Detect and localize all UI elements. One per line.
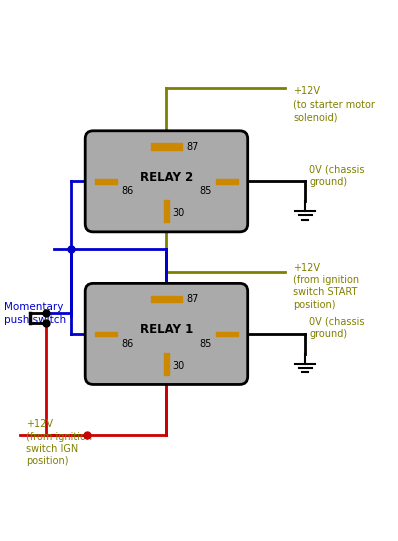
Text: +12V
(from ignition
switch IGN
position): +12V (from ignition switch IGN position) xyxy=(26,419,92,466)
FancyBboxPatch shape xyxy=(85,283,248,385)
Text: 85: 85 xyxy=(200,339,212,349)
Bar xyxy=(95,179,117,184)
Text: 30: 30 xyxy=(172,360,185,371)
Text: Momentary
push switch: Momentary push switch xyxy=(4,302,66,325)
Text: 87: 87 xyxy=(186,294,199,304)
Bar xyxy=(216,332,238,337)
Bar xyxy=(150,296,182,302)
Text: 86: 86 xyxy=(121,186,133,196)
Text: 85: 85 xyxy=(200,186,212,196)
FancyBboxPatch shape xyxy=(85,131,248,232)
Text: 87: 87 xyxy=(186,142,199,151)
Text: +12V
(to starter motor
solenoid): +12V (to starter motor solenoid) xyxy=(293,86,375,123)
Bar xyxy=(216,179,238,184)
Text: RELAY 1: RELAY 1 xyxy=(140,324,193,337)
Bar xyxy=(164,353,169,374)
Text: 30: 30 xyxy=(172,208,185,218)
Text: 0V (chassis
ground): 0V (chassis ground) xyxy=(309,164,365,187)
Text: +12V
(from ignition
switch START
position): +12V (from ignition switch START positio… xyxy=(293,262,359,310)
Bar xyxy=(164,200,169,222)
Text: 0V (chassis
ground): 0V (chassis ground) xyxy=(309,317,365,339)
Bar xyxy=(150,143,182,150)
Bar xyxy=(95,332,117,337)
Text: 86: 86 xyxy=(121,339,133,349)
Text: RELAY 2: RELAY 2 xyxy=(140,171,193,184)
